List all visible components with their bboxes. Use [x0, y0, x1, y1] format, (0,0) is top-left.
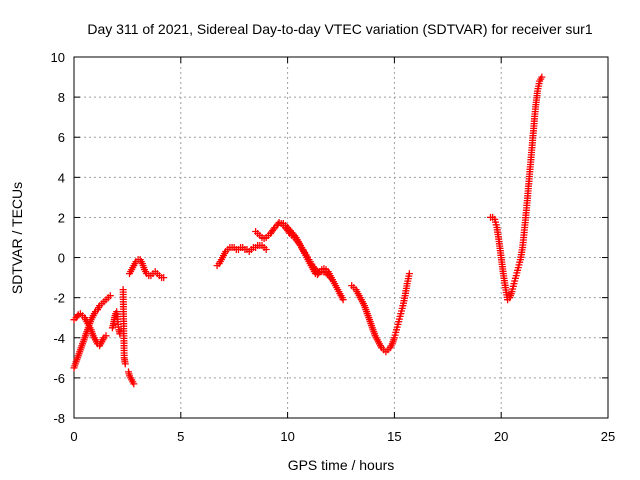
- data-point: [102, 332, 110, 340]
- y-tick-label: 2: [58, 210, 65, 225]
- gridlines: [74, 57, 608, 418]
- plot-frame: [73, 56, 609, 419]
- chart-title: Day 311 of 2021, Sidereal Day-to-day VTE…: [87, 21, 592, 37]
- data-point: [405, 270, 413, 278]
- data-point: [130, 380, 138, 388]
- x-tick-label: 10: [280, 429, 294, 444]
- y-tick-label: 10: [51, 50, 65, 65]
- y-tick-label: 6: [58, 130, 65, 145]
- data-point: [270, 225, 278, 233]
- data-point: [121, 360, 129, 368]
- x-tick-label: 5: [177, 429, 184, 444]
- y-axis-label: SDTVAR / TECUs: [9, 182, 25, 294]
- data-point: [160, 274, 168, 282]
- data-points: [70, 73, 546, 388]
- x-tick-label: 25: [601, 429, 615, 444]
- x-axis-label: GPS time / hours: [288, 457, 395, 473]
- y-tick-label: -4: [53, 331, 65, 346]
- x-tick-label: 15: [387, 429, 401, 444]
- y-tick-label: -2: [53, 291, 65, 306]
- y-tick-label: -6: [53, 371, 65, 386]
- y-tick-label: 0: [58, 251, 65, 266]
- x-tick-label: 20: [494, 429, 508, 444]
- data-point: [326, 274, 334, 282]
- y-tick-label: -8: [53, 411, 65, 426]
- y-axis-ticks: -8 -6 -4 -2 0 2 4 6 8 10: [51, 50, 608, 426]
- data-point: [106, 292, 114, 300]
- data-point: [339, 296, 347, 304]
- data-point: [538, 73, 546, 81]
- y-tick-label: 4: [58, 170, 65, 185]
- x-tick-label: 0: [70, 429, 77, 444]
- y-tick-label: 8: [58, 90, 65, 105]
- data-point: [262, 246, 270, 253]
- x-axis-ticks: 0 5 10 15 20 25: [70, 57, 615, 444]
